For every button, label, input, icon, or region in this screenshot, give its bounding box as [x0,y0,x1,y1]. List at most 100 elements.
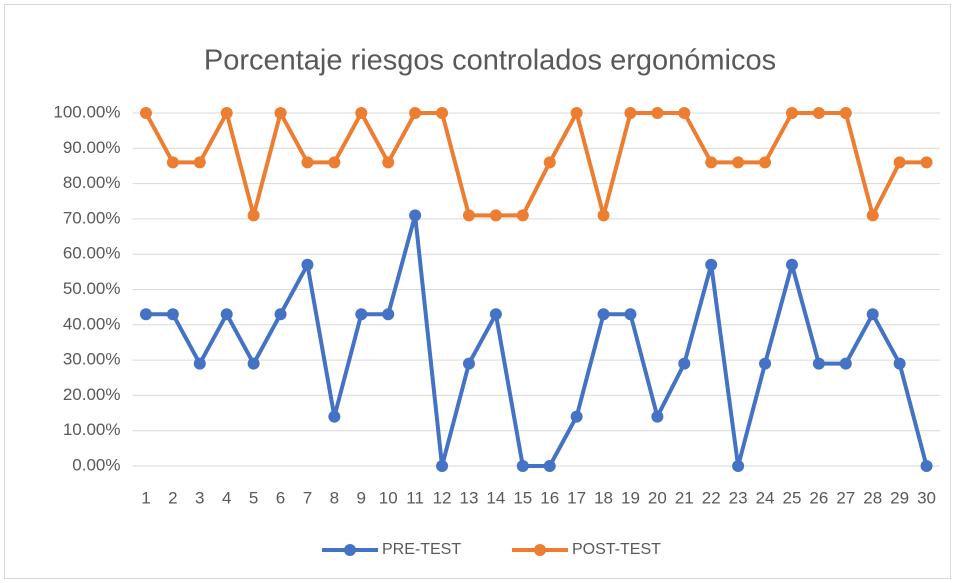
x-tick-label: 28 [863,488,882,507]
data-point [839,357,852,370]
x-tick-label: 19 [621,488,640,507]
data-point [409,209,422,222]
data-point [812,357,825,370]
data-point [866,308,879,321]
data-point [489,209,502,222]
y-tick-label: 30.00% [63,350,121,369]
data-point [759,357,772,370]
y-tick-label: 50.00% [63,279,121,298]
data-point [516,209,529,222]
x-tick-label: 24 [756,488,775,507]
data-point [624,107,637,119]
data-point [328,410,341,423]
data-point [839,107,852,119]
data-point [274,308,287,321]
x-tick-label: 6 [276,488,285,507]
data-point [355,107,368,119]
data-point [382,156,395,169]
data-point [785,107,798,119]
data-point [759,156,772,169]
x-tick-label: 4 [222,488,231,507]
x-tick-label: 23 [729,488,748,507]
data-point [193,357,206,370]
legend-label: POST-TEST [572,541,661,558]
data-point [139,107,152,119]
x-tick-label: 11 [406,488,424,507]
data-point [220,308,233,321]
x-tick-label: 14 [486,488,505,507]
data-point [732,156,745,169]
data-point [166,308,179,321]
data-point [543,460,556,472]
data-point [382,308,395,321]
x-tick-label: 27 [836,488,855,507]
data-point [462,209,475,222]
x-tick-label: 13 [459,488,478,507]
data-point [597,308,610,321]
data-point [624,308,637,321]
data-point [651,107,664,119]
data-point [651,410,664,423]
data-point [570,410,583,423]
x-tick-label: 9 [357,488,366,507]
x-tick-label: 1 [141,488,150,507]
y-tick-label: 70.00% [63,208,121,227]
data-point [516,460,529,472]
data-point [274,107,287,119]
data-point [705,258,718,271]
series-line [145,213,929,468]
data-point [812,107,825,119]
x-tick-label: 18 [594,488,613,507]
data-point [920,156,933,169]
data-point [193,156,206,169]
data-point [462,357,475,370]
y-tick-label: 60.00% [63,244,121,263]
x-tick-label: 17 [567,488,586,507]
legend-marker [534,544,546,556]
x-tick-label: 30 [917,488,936,507]
data-point [247,357,260,370]
data-point [301,258,314,271]
y-tick-label: 20.00% [63,385,121,404]
data-point [866,209,879,222]
data-point [436,107,449,119]
y-tick-label: 80.00% [63,173,121,192]
data-point [570,107,583,119]
data-point [139,308,152,321]
x-tick-label: 2 [168,488,177,507]
y-tick-label: 40.00% [63,314,121,333]
chart-title: Porcentaje riesgos controlados ergonómic… [204,45,776,77]
x-tick-label: 25 [782,488,801,507]
data-point [220,107,233,119]
x-tick-label: 16 [540,488,559,507]
data-point [893,156,906,169]
data-point [920,460,933,472]
data-point [597,209,610,222]
data-point [705,156,718,169]
data-point [166,156,179,169]
x-tick-label: 20 [648,488,667,507]
data-point [732,460,745,472]
x-tick-label: 5 [249,488,258,507]
y-tick-label: 0.00% [72,455,120,474]
x-tick-label: 8 [330,488,339,507]
x-tick-label: 21 [675,488,694,507]
data-point [678,357,691,370]
data-point [409,107,422,119]
y-tick-label: 90.00% [63,138,121,157]
x-tick-label: 15 [513,488,532,507]
y-tick-label: 100.00% [53,102,120,121]
data-point [328,156,341,169]
y-tick-label: 10.00% [63,420,121,439]
data-point [301,156,314,169]
x-tick-label: 12 [433,488,452,507]
x-tick-label: 26 [809,488,828,507]
x-tick-label: 29 [890,488,909,507]
legend-marker [344,544,356,556]
chart-border [4,4,951,579]
data-point [893,357,906,370]
x-tick-label: 7 [303,488,312,507]
x-tick-label: 3 [195,488,204,507]
data-point [785,258,798,271]
